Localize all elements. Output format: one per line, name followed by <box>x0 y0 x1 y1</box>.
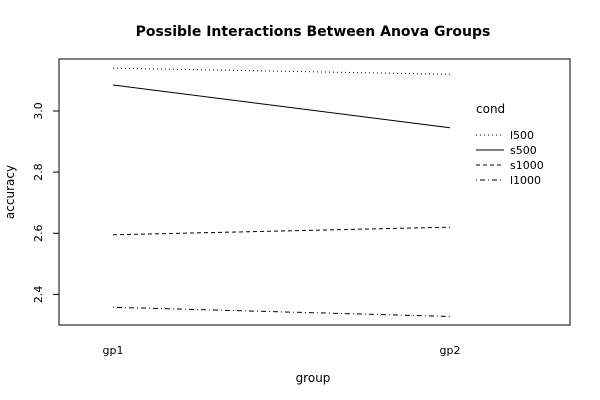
y-axis: 2.4 2.6 2.8 3.0 <box>32 102 59 303</box>
y-tick-label: 2.6 <box>32 225 45 243</box>
y-tick-label: 3.0 <box>32 102 45 120</box>
y-tick-label: 2.4 <box>32 286 45 304</box>
series-line-l1000 <box>112 306 451 317</box>
legend-label-l1000: l1000 <box>510 174 541 187</box>
legend-label-s1000: s1000 <box>510 159 544 172</box>
x-axis-label: group <box>296 371 331 385</box>
legend-title: cond <box>476 102 505 116</box>
x-tick-label: gp2 <box>440 344 461 357</box>
series-line-s1000 <box>112 226 451 236</box>
legend-label-l500: l500 <box>510 129 534 142</box>
x-axis: gp1 gp2 <box>103 344 461 357</box>
legend-label-s500: s500 <box>510 144 537 157</box>
series-line-l500 <box>112 67 451 75</box>
legend: cond l500 s500 s1000 l1000 <box>476 102 544 187</box>
x-tick-label: gp1 <box>103 344 124 357</box>
y-tick-label: 2.8 <box>32 163 45 181</box>
y-axis-label: accuracy <box>3 165 17 219</box>
chart-title: Possible Interactions Between Anova Grou… <box>136 24 491 40</box>
series-lines <box>112 67 451 317</box>
series-line-s500 <box>112 84 451 129</box>
plot-frame <box>58 58 571 326</box>
